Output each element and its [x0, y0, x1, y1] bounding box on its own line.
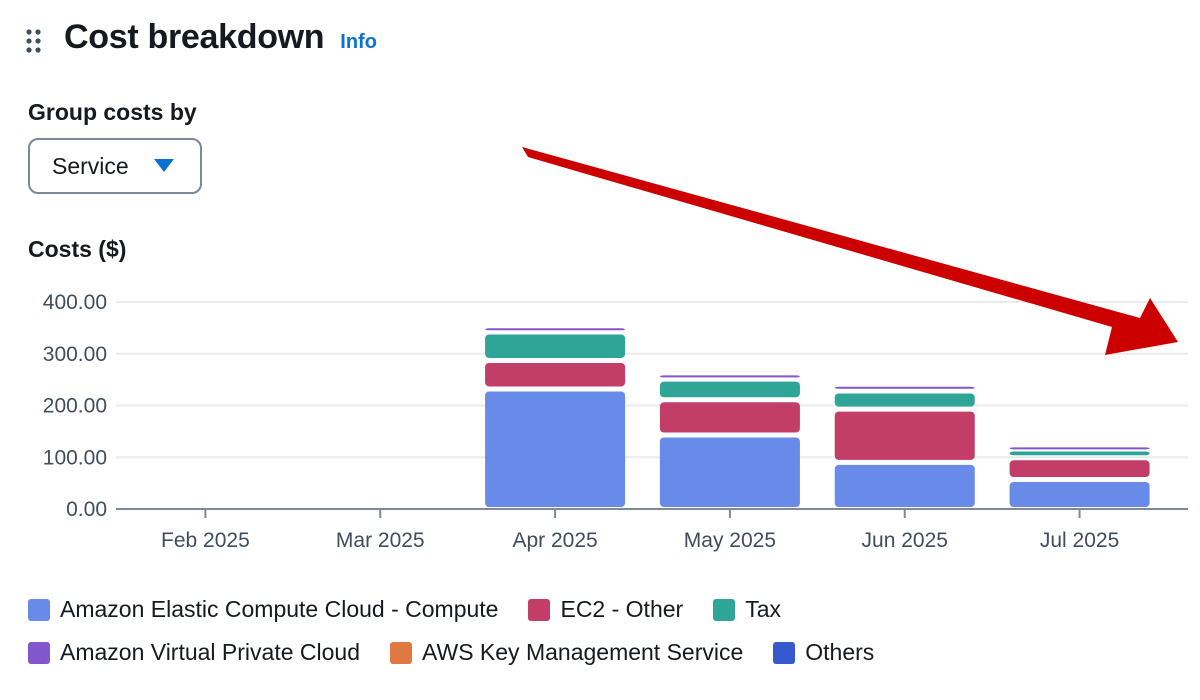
- legend-item-vpc[interactable]: Amazon Virtual Private Cloud: [28, 639, 360, 666]
- bar-segment[interactable]: [659, 437, 800, 507]
- legend-row: Amazon Elastic Compute Cloud - Compute E…: [28, 588, 904, 631]
- x-tick-label: Mar 2025: [336, 529, 425, 552]
- legend-swatch: [390, 641, 412, 664]
- legend-label: Amazon Virtual Private Cloud: [60, 639, 360, 665]
- drag-handle-icon[interactable]: [26, 29, 42, 53]
- legend-swatch: [773, 641, 796, 664]
- bar-segment[interactable]: [1009, 451, 1150, 456]
- legend-item-ec2-other[interactable]: EC2 - Other: [528, 596, 683, 623]
- legend-item-ec2-compute[interactable]: Amazon Elastic Compute Cloud - Compute: [28, 596, 498, 623]
- group-by-select[interactable]: Service: [28, 138, 202, 194]
- y-axis-title: Costs ($): [28, 236, 127, 262]
- legend-item-others[interactable]: Others: [773, 639, 874, 666]
- y-tick-label: 100.00: [43, 446, 107, 469]
- page-title: Cost breakdown: [64, 18, 325, 56]
- legend-label: Tax: [745, 596, 781, 622]
- x-tick-label: Apr 2025: [512, 529, 597, 552]
- x-tick-label: May 2025: [684, 529, 776, 552]
- bar-segment[interactable]: [834, 386, 975, 389]
- bar-segment[interactable]: [485, 328, 626, 331]
- legend-swatch: [528, 598, 551, 621]
- bar-segment[interactable]: [659, 402, 800, 433]
- legend-label: AWS Key Management Service: [422, 639, 744, 665]
- legend-swatch: [28, 598, 50, 621]
- legend-swatch: [713, 598, 736, 621]
- caret-down-icon: [154, 159, 174, 173]
- bar-segment[interactable]: [1009, 447, 1150, 450]
- chart-legend: Amazon Elastic Compute Cloud - Compute E…: [28, 588, 904, 674]
- bar-segment[interactable]: [834, 393, 975, 407]
- bar-segment[interactable]: [1009, 460, 1150, 478]
- legend-label: Others: [805, 639, 875, 665]
- legend-swatch: [28, 641, 50, 664]
- x-tick-label: Jul 2025: [1040, 529, 1119, 552]
- group-by-selected-value: Service: [52, 152, 129, 179]
- info-link[interactable]: Info: [340, 31, 377, 53]
- legend-row: Amazon Virtual Private Cloud AWS Key Man…: [28, 631, 904, 674]
- legend-item-kms[interactable]: AWS Key Management Service: [390, 639, 743, 666]
- y-tick-label: 300.00: [43, 343, 107, 366]
- bar-segment[interactable]: [1009, 482, 1150, 507]
- y-tick-label: 0.00: [66, 498, 107, 521]
- bar-segment[interactable]: [834, 411, 975, 460]
- legend-label: Amazon Elastic Compute Cloud - Compute: [60, 596, 499, 622]
- bar-segment[interactable]: [485, 334, 626, 358]
- bar-segment[interactable]: [659, 381, 800, 398]
- x-tick-label: Jun 2025: [862, 529, 948, 552]
- bar-segment[interactable]: [659, 375, 800, 378]
- legend-item-tax[interactable]: Tax: [713, 596, 781, 623]
- cost-bar-chart: 0.00 100.00 200.00 300.00 400.00 Feb 2025 Mar …: [43, 291, 1188, 552]
- y-tick-label: 200.00: [43, 395, 107, 418]
- group-costs-by-label: Group costs by: [28, 99, 197, 125]
- bar-segment[interactable]: [485, 391, 626, 507]
- bar-segment[interactable]: [834, 464, 975, 507]
- widget-header: Cost breakdown Info: [64, 18, 377, 57]
- x-tick-label: Feb 2025: [161, 529, 250, 552]
- legend-label: EC2 - Other: [560, 596, 684, 622]
- y-tick-label: 400.00: [43, 291, 107, 314]
- bar-segment[interactable]: [485, 362, 626, 387]
